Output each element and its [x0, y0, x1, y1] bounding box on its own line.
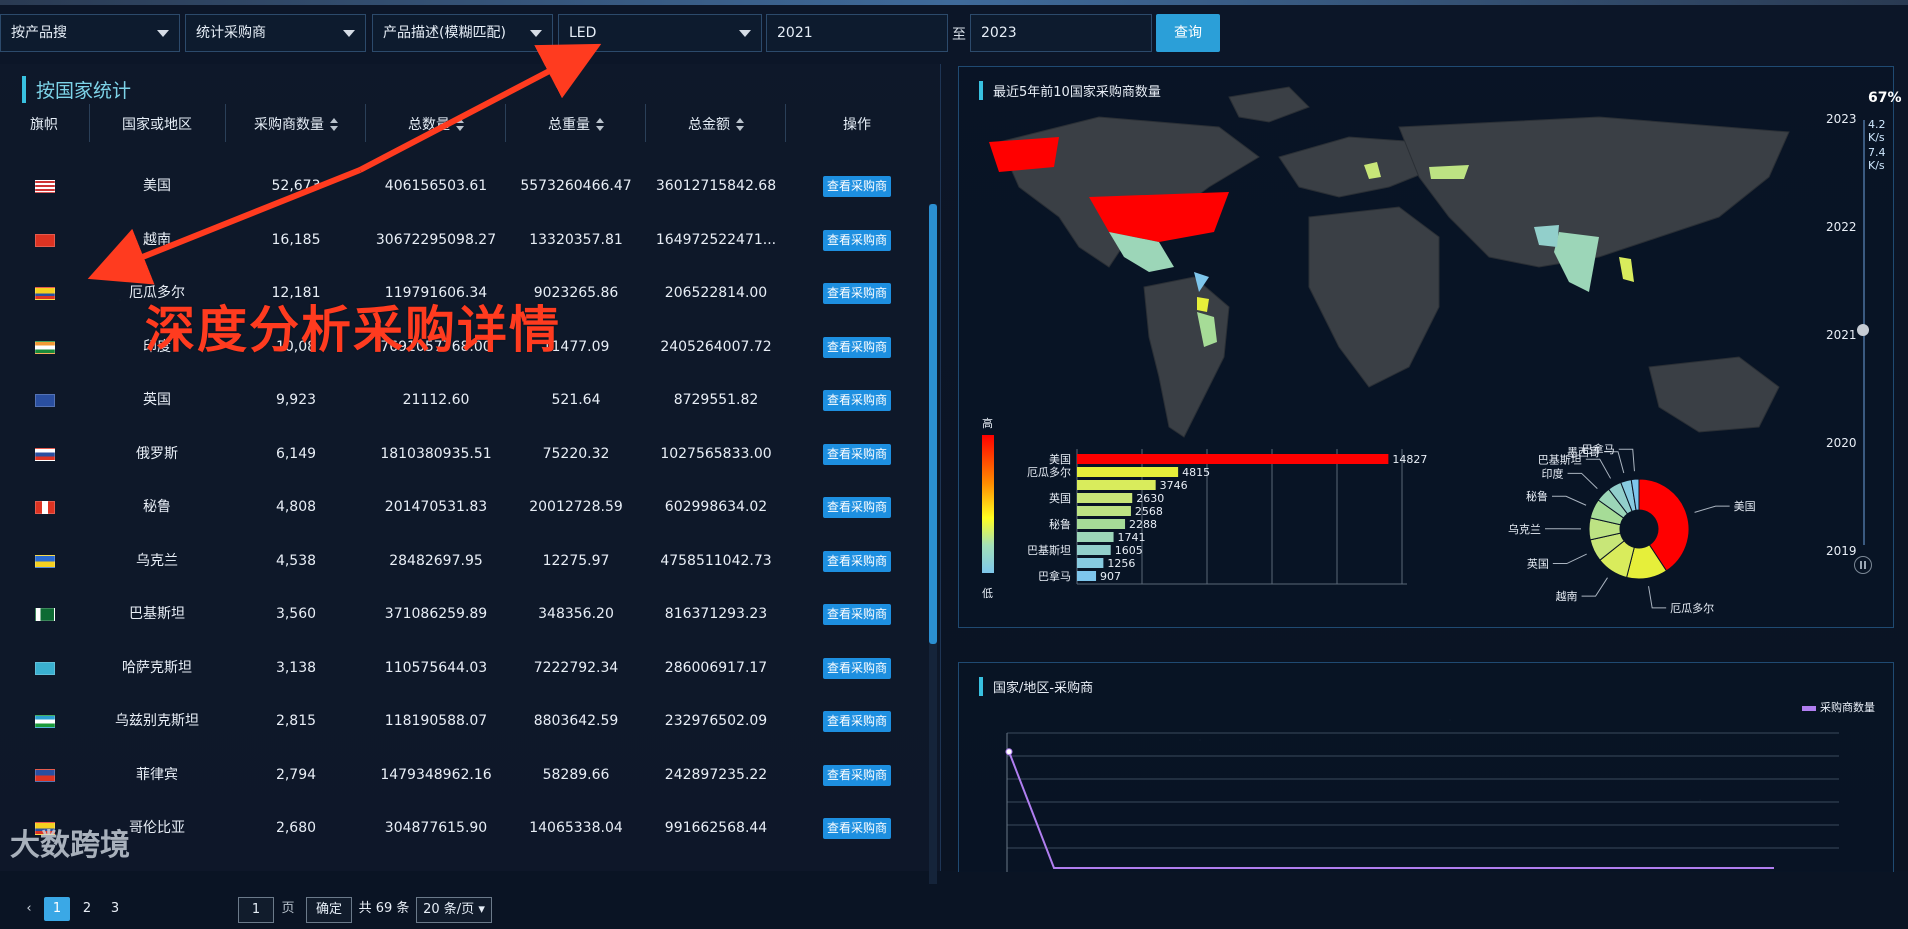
- annotation-text: 深度分析采购详情: [145, 290, 561, 362]
- total-count: 共 69 条: [358, 897, 410, 921]
- pie-label: 巴拿马: [1582, 442, 1615, 456]
- goto-page-input[interactable]: 1: [238, 897, 274, 923]
- timeline-handle[interactable]: [1857, 324, 1869, 336]
- page-1-button[interactable]: 1: [44, 897, 70, 921]
- buyers-line-chart: [959, 663, 1893, 872]
- pie-leader-line: [1553, 554, 1587, 563]
- timeline-year-label[interactable]: 2019: [1826, 544, 1857, 558]
- pie-label: 越南: [1556, 589, 1578, 603]
- goto-confirm-button[interactable]: 确定: [306, 897, 352, 923]
- page-3-button[interactable]: 3: [104, 897, 126, 921]
- buyers-line-panel: 国家/地区-采购商 采购商数量: [958, 662, 1894, 872]
- line-point: [1006, 749, 1012, 755]
- pie-label: 英国: [1527, 557, 1549, 571]
- pagination: ‹ 1 2 3 1 页 确定 共 69 条 20 条/页 ▾: [0, 893, 930, 929]
- pie-leader-line: [1582, 578, 1608, 596]
- line-series: [1009, 752, 1774, 868]
- pie-label: 秘鲁: [1526, 489, 1548, 503]
- pie-leader-line: [1619, 449, 1635, 471]
- legend-low-label: 低: [982, 585, 993, 601]
- annotation-arrow-down: [110, 170, 360, 270]
- pie-label: 美国: [1734, 500, 1756, 513]
- pie-leader-line: [1695, 506, 1730, 512]
- page-2-button[interactable]: 2: [76, 897, 98, 921]
- pie-leader-line: [1568, 473, 1598, 488]
- timeline-year-label[interactable]: 2021: [1826, 328, 1857, 342]
- pie-label: 厄瓜多尔: [1670, 601, 1714, 615]
- map-color-legend: [982, 435, 994, 573]
- pie-label: 乌克兰: [1508, 522, 1541, 536]
- cpu-percent: 67%: [1868, 90, 1908, 106]
- timeline-year-label[interactable]: 2023: [1826, 112, 1857, 126]
- pie-leader-line: [1586, 459, 1611, 478]
- pie-leader-line: [1552, 496, 1586, 505]
- legend-high-label: 高: [982, 415, 993, 431]
- timeline-year-label[interactable]: 2020: [1826, 436, 1857, 450]
- timeline-year-label[interactable]: 2022: [1826, 220, 1857, 234]
- pause-icon[interactable]: [1854, 556, 1872, 574]
- annotation-arrow-up: [360, 55, 580, 170]
- prev-page-icon[interactable]: ‹: [20, 897, 38, 921]
- pie-leader-line: [1649, 586, 1667, 608]
- page-unit-label: 页: [280, 897, 296, 921]
- page-size-select[interactable]: 20 条/页 ▾: [416, 897, 492, 923]
- pie-label: 印度: [1542, 466, 1564, 480]
